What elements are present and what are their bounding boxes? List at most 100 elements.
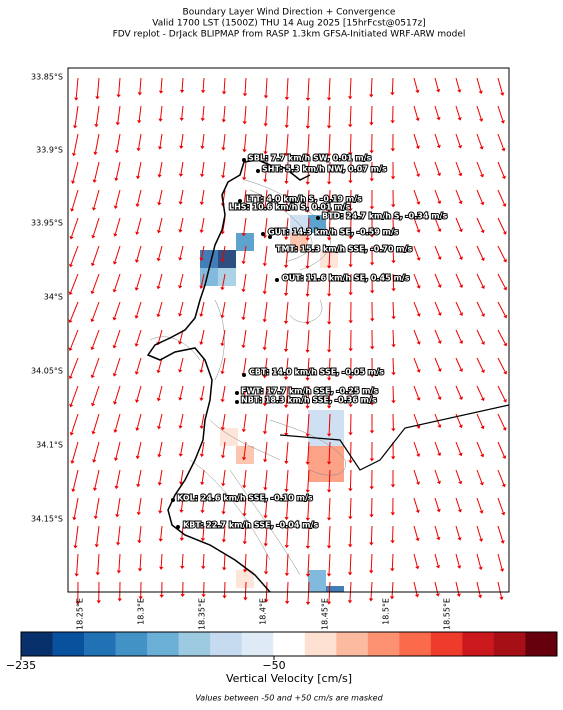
wind-arrow-shaft: [136, 413, 142, 429]
wind-arrow-shaft: [114, 217, 121, 235]
wind-arrow-shaft: [244, 497, 247, 514]
wind-arrow-head: [502, 427, 507, 431]
wind-arrow-shaft: [307, 553, 310, 574]
wind-arrow-shaft: [95, 105, 100, 125]
wind-arrow-head: [241, 233, 247, 237]
wind-arrow-shaft: [244, 581, 247, 598]
wind-arrow-shaft: [497, 385, 506, 401]
wind-arrow-shaft: [413, 301, 420, 315]
wind-arrow-shaft: [222, 161, 226, 176]
wind-arrow-shaft: [497, 413, 506, 429]
wind-arrow-shaft: [413, 497, 419, 511]
lat-label: 33.95°S: [31, 219, 63, 228]
wind-arrow-head: [326, 405, 332, 409]
wind-arrow-shaft: [497, 441, 505, 457]
wind-arrow-shaft: [222, 357, 226, 372]
wind-arrow-shaft: [264, 357, 268, 376]
wind-arrow-head: [370, 318, 375, 322]
wind-arrow-shaft: [413, 105, 419, 119]
wind-arrow-head: [305, 265, 310, 269]
wind-arrow-head: [113, 457, 119, 461]
wind-arrow-head: [115, 514, 120, 518]
wind-arrow-head: [178, 425, 183, 429]
wind-arrow-shaft: [137, 189, 142, 205]
wind-arrow-shaft: [265, 77, 268, 96]
wind-arrow-shaft: [92, 217, 100, 236]
wind-arrow-shaft: [115, 189, 121, 207]
wind-arrow-head: [95, 96, 100, 100]
wind-arrow-head: [369, 430, 375, 434]
wind-arrow-head: [91, 402, 96, 407]
wind-arrow-shaft: [243, 245, 247, 262]
wind-arrow-head: [241, 288, 246, 293]
wind-arrow-shaft: [96, 525, 100, 545]
wind-arrow-head: [480, 425, 485, 430]
wind-arrow-head: [200, 90, 206, 94]
wind-arrow-shaft: [392, 329, 395, 345]
title-line: FDV replot - DrJack BLIPMAP from RASP 1.…: [113, 30, 466, 40]
wind-arrow-shaft: [243, 133, 247, 150]
wind-arrow-shaft: [370, 105, 373, 123]
wind-arrow-shaft: [434, 189, 440, 202]
wind-arrow-head: [391, 204, 396, 208]
wind-arrow-head: [69, 403, 74, 408]
wind-arrow-shaft: [180, 441, 184, 454]
wind-arrow-head: [134, 259, 140, 263]
wind-arrow-shaft: [115, 413, 121, 431]
wind-arrow-head: [458, 424, 463, 429]
station-dot: [176, 525, 180, 529]
wind-arrow-head: [262, 207, 268, 211]
wind-arrow-shaft: [201, 385, 205, 399]
wind-arrow-head: [284, 432, 289, 437]
wind-arrow-head: [199, 397, 204, 401]
wind-arrow-head: [305, 237, 310, 241]
colorbar-cell: [367, 632, 400, 656]
wind-arrow-shaft: [92, 301, 100, 320]
wind-arrow-shaft: [476, 273, 484, 287]
wind-arrow-shaft: [476, 245, 484, 259]
wind-arrow-shaft: [158, 441, 163, 455]
shade-cell: [218, 250, 236, 268]
wind-arrow-head: [348, 544, 353, 548]
wind-arrow-head: [241, 260, 246, 265]
wind-arrow-shaft: [434, 217, 440, 230]
wind-arrow-shaft: [70, 385, 79, 405]
wind-arrow-head: [479, 173, 485, 178]
wind-arrow-shaft: [264, 441, 268, 460]
wind-arrow-head: [348, 236, 353, 240]
wind-arrow-shaft: [114, 301, 121, 318]
wind-arrow-head: [200, 481, 205, 486]
wind-arrow-shaft: [307, 273, 310, 294]
wind-arrow-shaft: [115, 441, 121, 459]
wind-arrow-shaft: [307, 161, 310, 182]
wind-arrow-shaft: [114, 385, 121, 402]
wind-arrow-shaft: [181, 77, 184, 91]
wind-arrow-shaft: [137, 469, 142, 485]
wind-arrow-shaft: [201, 189, 205, 203]
wind-arrow-shaft: [265, 581, 268, 600]
colorbar-cell: [336, 632, 369, 656]
wind-arrow-shaft: [222, 273, 226, 288]
wind-arrow-head: [326, 153, 332, 157]
wind-arrow-head: [284, 488, 289, 493]
wind-arrow-shaft: [307, 497, 310, 518]
wind-arrow-shaft: [73, 497, 79, 518]
wind-arrow-shaft: [70, 301, 79, 321]
wind-arrow-head: [180, 593, 185, 598]
wind-arrow-head: [416, 229, 421, 233]
wind-arrow-shaft: [200, 273, 205, 287]
wind-arrow-head: [90, 374, 95, 379]
wind-arrow-shaft: [243, 273, 247, 290]
station-label: OUT: 11.6 km/h SE, 0.45 m/s: [282, 274, 410, 283]
lon-label: 18.45°E: [321, 598, 330, 630]
wind-arrow-head: [348, 264, 353, 268]
wind-arrow-shaft: [92, 245, 100, 264]
wind-arrow-shaft: [70, 273, 79, 293]
wind-arrow-head: [305, 517, 311, 521]
wind-arrow-shaft: [158, 189, 163, 203]
wind-arrow-head: [158, 90, 164, 94]
wind-arrow-head: [134, 371, 139, 375]
shade-cell: [220, 428, 238, 446]
wind-arrow-head: [134, 399, 140, 403]
